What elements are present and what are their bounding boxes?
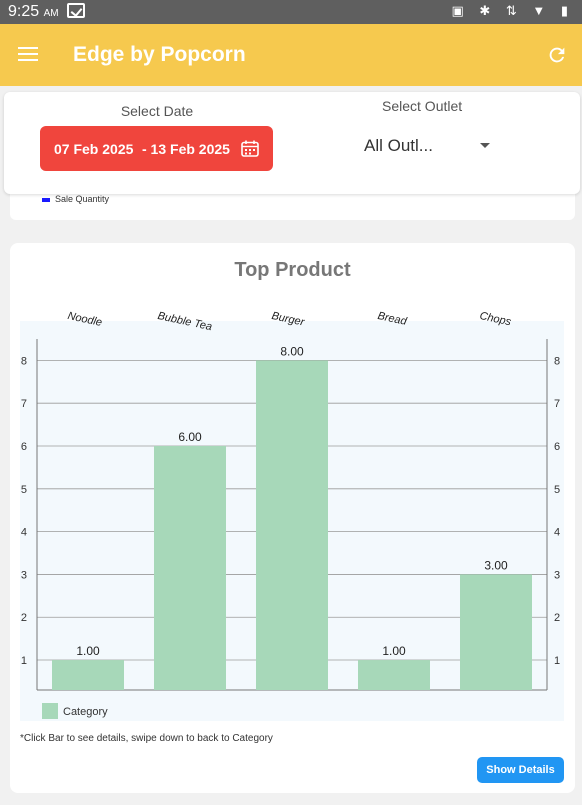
y-tick-label-left: 5	[21, 484, 27, 496]
data-label: 1.00	[76, 644, 100, 658]
notification-check-icon	[67, 3, 85, 18]
y-tick-label-right: 8	[554, 355, 560, 367]
y-tick-label-right: 3	[554, 569, 560, 581]
y-tick-label-right: 4	[554, 527, 560, 539]
dropdown-arrow-icon[interactable]	[480, 143, 490, 148]
date-from: 07 Feb 2025	[54, 141, 134, 157]
bar[interactable]	[52, 660, 124, 690]
bar-chart: 1 1 2 2 3 3 4 4 5 5 6 6 7 7 8 8 1.00 6.00 8.00 1.00 3.00 Cate…	[21, 339, 560, 719]
data-label: 8.00	[280, 344, 304, 358]
status-clock: 9:25	[8, 3, 40, 20]
y-tick-label-left: 2	[21, 612, 27, 624]
filter-card: Select Date 07 Feb 2025 - 13 Feb 2025 Se…	[4, 92, 580, 194]
data-label: 6.00	[178, 430, 202, 444]
y-tick-label-left: 7	[21, 398, 27, 410]
app-bar: Edge by Popcorn	[0, 24, 582, 86]
refresh-icon[interactable]	[546, 44, 568, 66]
data-label: 1.00	[382, 644, 406, 658]
y-tick-label-left: 4	[21, 527, 27, 539]
bar[interactable]	[460, 574, 532, 690]
bar[interactable]	[358, 660, 430, 690]
y-tick-label-right: 7	[554, 398, 560, 410]
menu-icon[interactable]	[18, 46, 38, 62]
status-ampm: AM	[43, 8, 59, 19]
hint-text: *Click Bar to see details, swipe down to…	[20, 733, 273, 744]
status-time: 9:25 AM	[8, 3, 59, 21]
system-status-icons: ▣ ✱ ⇅ ▼ ▮	[451, 3, 574, 18]
y-tick-label-right: 2	[554, 612, 560, 624]
calendar-icon	[241, 140, 259, 157]
date-range-button[interactable]: 07 Feb 2025 - 13 Feb 2025	[40, 126, 273, 171]
bar[interactable]	[154, 446, 226, 690]
legend-label: Sale Quantity	[55, 194, 110, 204]
select-date-label: Select Date	[120, 103, 194, 119]
data-label: 3.00	[484, 558, 508, 572]
legend-swatch	[42, 703, 58, 719]
y-tick-label-right: 6	[554, 441, 560, 453]
legend-swatch	[42, 198, 50, 202]
outlet-dropdown[interactable]: All Outl...	[364, 136, 433, 155]
y-tick-label-left: 3	[21, 569, 27, 581]
y-tick-label-right: 1	[554, 655, 560, 667]
y-tick-label-left: 6	[21, 441, 27, 453]
select-outlet-label: Select Outlet	[382, 98, 463, 114]
date-to: - 13 Feb 2025	[142, 141, 230, 157]
app-title: Edge by Popcorn	[73, 43, 246, 66]
top-product-card: Top Product Noodle Bubble Tea Burger Bread C…	[10, 243, 575, 793]
y-tick-label-left: 1	[21, 655, 27, 667]
show-details-button[interactable]: Show Details	[477, 757, 564, 783]
status-bar: 9:25 AM ▣ ✱ ⇅ ▼ ▮	[0, 0, 582, 24]
legend-label: Category	[63, 706, 108, 718]
bar[interactable]	[256, 360, 328, 690]
chart-title: Top Product	[234, 259, 351, 281]
y-tick-label-right: 5	[554, 484, 560, 496]
y-tick-label-left: 8	[21, 355, 27, 367]
